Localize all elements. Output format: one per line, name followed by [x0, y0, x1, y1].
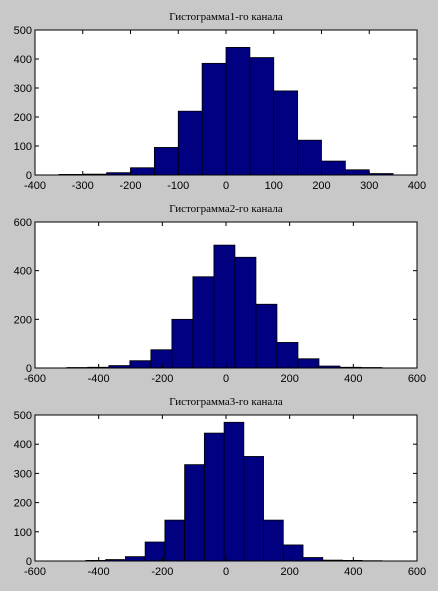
x-tick-label: -100 — [167, 180, 189, 192]
y-tick-label: 200 — [14, 314, 32, 326]
histogram-bar — [225, 47, 251, 176]
x-tick-label: -600 — [24, 373, 46, 385]
x-tick-label: 200 — [280, 566, 298, 578]
x-tick-label: 200 — [312, 180, 330, 192]
histogram-bar — [201, 62, 227, 176]
y-tick-label: 100 — [14, 527, 32, 539]
x-tick-label: 200 — [280, 373, 298, 385]
histogram-bar — [153, 147, 179, 176]
chart-title: Гистограмма3-го канала — [169, 396, 283, 408]
y-tick-label: 200 — [14, 112, 32, 124]
y-tick-label: 600 — [14, 217, 32, 229]
x-tick-label: 0 — [223, 566, 229, 578]
x-tick-label: 400 — [344, 373, 362, 385]
y-tick-label: 300 — [14, 468, 32, 480]
histogram-bar — [263, 519, 284, 562]
histogram-bar — [297, 358, 320, 369]
histogram-bar — [177, 110, 203, 176]
histogram-bar — [213, 244, 236, 369]
x-tick-label: -200 — [151, 373, 173, 385]
histogram-bar — [164, 519, 186, 562]
histogram-panel-1: Гистограмма1-го канала -400 -300 -200 -100 0 1… — [14, 11, 427, 192]
histogram-bar — [297, 139, 322, 176]
histogram-bar — [234, 256, 257, 369]
x-tick-label: -200 — [151, 566, 173, 578]
y-tick-label: 400 — [14, 54, 32, 66]
chart-title: Гистограмма2-го канала — [169, 203, 283, 215]
y-tick-label: 400 — [14, 266, 32, 278]
y-tick-label: 300 — [14, 83, 32, 95]
histogram-bar — [129, 360, 152, 369]
y-tick-label: 100 — [14, 141, 32, 153]
chart-title: Гистограмма1-го канала — [169, 11, 283, 23]
histogram-bar — [203, 432, 225, 562]
x-tick-label: -200 — [119, 180, 141, 192]
histogram-panel-3: Гистограмма3-го канала -600 -400 -200 0 200 40… — [14, 396, 427, 578]
x-tick-label: -400 — [88, 566, 110, 578]
y-tick-label: 500 — [14, 25, 32, 37]
histogram-bar — [344, 169, 370, 176]
histogram-bar — [125, 556, 146, 562]
histogram-bar — [282, 544, 304, 562]
y-tick-label: 0 — [26, 170, 32, 182]
histogram-bar — [273, 90, 299, 176]
x-tick-label: 600 — [408, 373, 426, 385]
histogram-bar — [302, 557, 324, 562]
x-tick-label: 400 — [408, 180, 426, 192]
y-tick-label: 400 — [14, 439, 32, 451]
y-tick-label: 500 — [14, 410, 32, 422]
y-tick-label: 200 — [14, 498, 32, 510]
x-tick-label: -400 — [24, 180, 46, 192]
histogram-bar — [249, 57, 275, 176]
histogram-bar — [243, 456, 264, 562]
x-tick-label: 0 — [223, 373, 229, 385]
histogram-bar — [184, 464, 205, 562]
x-tick-label: -600 — [24, 566, 46, 578]
y-tick-label: 0 — [26, 363, 32, 375]
x-tick-label: 300 — [360, 180, 378, 192]
histogram-bar — [276, 342, 299, 369]
x-tick-label: 400 — [344, 566, 362, 578]
histogram-bar — [171, 318, 194, 369]
y-tick-label: 0 — [26, 556, 32, 568]
histogram-bar — [321, 160, 346, 176]
x-tick-label: -400 — [88, 373, 110, 385]
histogram-bar — [130, 167, 155, 176]
x-tick-label: 100 — [265, 180, 283, 192]
histogram-bar — [255, 303, 278, 369]
histogram-panel-2: Гистограмма2-го канала -600 -400 -200 0 200 40… — [14, 203, 427, 385]
histogram-bar — [223, 421, 245, 562]
x-tick-label: 600 — [408, 566, 426, 578]
x-tick-label: 0 — [223, 180, 229, 192]
histogram-bar — [192, 276, 215, 369]
histogram-bar — [150, 349, 173, 369]
x-tick-label: -300 — [72, 180, 94, 192]
